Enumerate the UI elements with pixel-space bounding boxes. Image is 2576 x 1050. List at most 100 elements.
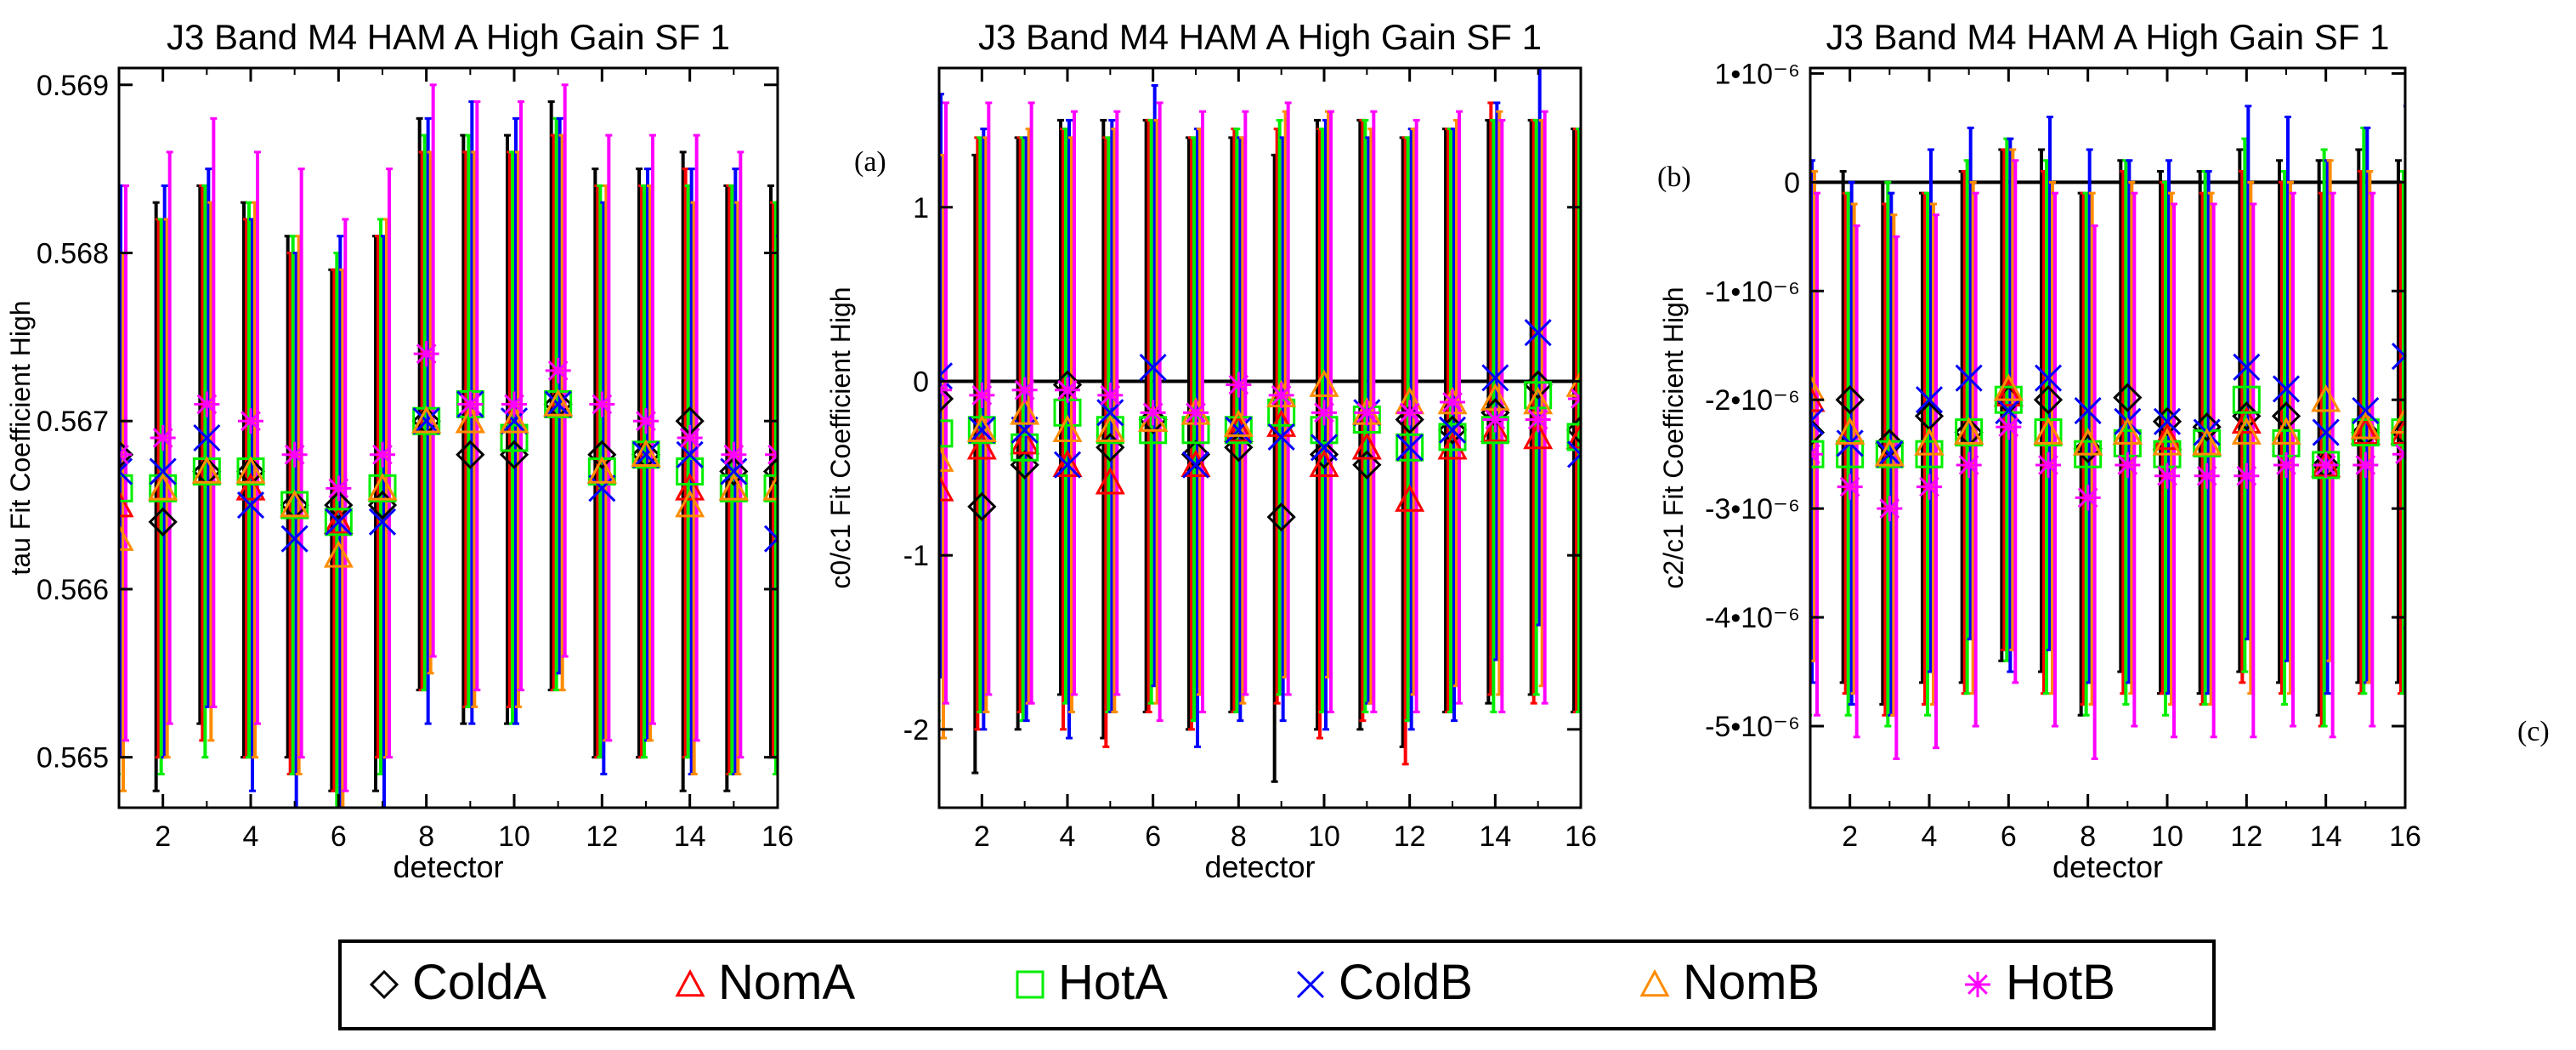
- y-tick-label: 0.568: [37, 238, 109, 270]
- marker-hota: [1438, 423, 1467, 451]
- marker-nomb: [1835, 417, 1865, 445]
- marker-nomb: [2231, 417, 2262, 445]
- marker-nomb: [367, 473, 398, 501]
- marker-noma: [119, 489, 134, 518]
- marker-hotb: [2035, 451, 2061, 478]
- marker-hotb: [501, 391, 527, 417]
- marker-hota: [2351, 418, 2380, 447]
- legend-label: ColdB: [1339, 955, 1473, 1010]
- x-tick-label: 2: [155, 820, 171, 853]
- marker-colda: [1309, 440, 1339, 469]
- marker-hota: [1224, 416, 1253, 445]
- marker-hota: [1566, 423, 1581, 451]
- marker-hotb: [1354, 400, 1380, 426]
- marker-noma: [1395, 484, 1425, 512]
- legend-marker-hota: [1016, 970, 1045, 999]
- marker-nomb: [939, 444, 954, 472]
- x-tick-label: 8: [2080, 820, 2096, 853]
- y-tick-label: 0.567: [37, 406, 109, 438]
- marker-coldb: [1915, 386, 1944, 414]
- marker-nomb: [675, 489, 705, 518]
- marker-hotb: [2075, 485, 2101, 511]
- marker-coldb: [1876, 440, 1904, 468]
- marker-hotb: [1183, 400, 1209, 426]
- marker-colda: [324, 490, 354, 520]
- marker-coldb: [1053, 451, 1082, 479]
- marker-hotb: [1268, 382, 1294, 408]
- legend-label: HotB: [2006, 955, 2115, 1010]
- marker-hotb: [1140, 400, 1166, 426]
- marker-colda: [1352, 450, 1382, 480]
- marker-noma: [1993, 378, 2024, 407]
- marker-hotb: [238, 408, 263, 434]
- marker-colda: [1138, 405, 1168, 434]
- x-tick-label: 2: [1842, 820, 1858, 853]
- x-tick-label: 4: [243, 820, 259, 853]
- plot-frame: [937, 66, 1582, 809]
- x-tick-label: 12: [586, 820, 618, 853]
- marker-hotb: [413, 341, 439, 367]
- x-tick-label: 16: [1565, 820, 1597, 853]
- y-tick-label: 0.565: [37, 742, 109, 775]
- marker-coldb: [939, 362, 954, 390]
- marker-hotb: [589, 391, 615, 417]
- marker-noma: [1565, 421, 1581, 450]
- marker-hota: [939, 419, 954, 448]
- marker-coldb: [325, 508, 353, 536]
- x-tick-label: 10: [1308, 820, 1340, 853]
- marker-colda: [1523, 370, 1553, 400]
- marker-hotb: [2194, 463, 2220, 489]
- marker-hotb: [1837, 474, 1863, 500]
- marker-colda: [2033, 385, 2064, 415]
- legend-item-noma: NomA: [675, 955, 855, 1010]
- marker-colda: [2113, 383, 2143, 412]
- legend-item-nomb: NomB: [1639, 955, 1820, 1010]
- marker-coldb: [544, 390, 572, 418]
- marker-colda: [762, 457, 778, 486]
- marker-coldb: [1310, 434, 1339, 462]
- marker-coldb: [1181, 451, 1210, 479]
- marker-nomb: [2390, 406, 2405, 434]
- marker-hotb: [2352, 451, 2379, 478]
- marker-coldb: [1139, 354, 1167, 382]
- plot-area: [119, 83, 778, 808]
- x-axis-label: detector: [1204, 849, 1315, 884]
- marker-nomb: [280, 489, 310, 518]
- y-tick-label: -4•10⁻⁶: [1705, 602, 1800, 634]
- marker-hotb: [281, 441, 308, 468]
- marker-colda: [2390, 417, 2405, 447]
- marker-nomb: [762, 473, 778, 501]
- marker-nomb: [631, 439, 661, 468]
- marker-noma: [1437, 432, 1468, 460]
- x-tick-label: 10: [498, 820, 530, 853]
- marker-coldb: [968, 416, 996, 444]
- marker-noma: [939, 474, 954, 502]
- marker-coldb: [2074, 396, 2102, 425]
- chart-title: J3 Band M4 HAM A High Gain SF 1: [978, 17, 1542, 57]
- y-tick-label: -1: [903, 540, 929, 572]
- marker-nomb: [499, 406, 529, 434]
- y-tick-label: 0: [1784, 167, 1800, 199]
- marker-colda: [587, 440, 617, 469]
- marker-hota: [676, 457, 705, 486]
- legend-item-hota: HotA: [1016, 955, 1168, 1010]
- marker-hotb: [677, 425, 703, 451]
- marker-hotb: [1011, 377, 1038, 403]
- marker-coldb: [2272, 375, 2301, 403]
- marker-hotb: [1956, 451, 1982, 478]
- marker-hotb: [2233, 463, 2260, 489]
- marker-coldb: [1396, 434, 1424, 462]
- panel-label-c: (c): [2517, 716, 2550, 747]
- marker-nomb: [1052, 414, 1083, 443]
- marker-colda: [148, 507, 178, 536]
- chart-title: J3 Band M4 HAM A High Gain SF 1: [1826, 17, 2390, 57]
- marker-hotb: [2273, 451, 2299, 478]
- marker-colda: [719, 457, 749, 486]
- marker-coldb: [368, 508, 397, 536]
- marker-nomb: [2192, 428, 2222, 456]
- marker-coldb: [236, 491, 265, 519]
- legend-marker-colda: [369, 969, 399, 1000]
- marker-nomb: [2350, 411, 2381, 440]
- marker-hotb: [2115, 451, 2141, 478]
